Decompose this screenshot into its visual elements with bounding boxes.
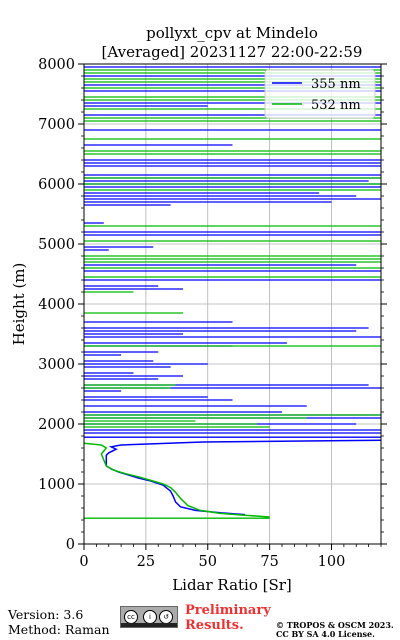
x-tick-label: 25 (137, 554, 155, 570)
x-tick-label: 0 (79, 554, 88, 570)
y-tick-label: 2000 (38, 417, 75, 433)
lidar-ratio-chart: 0 25 50 75 100010002000300040005000600070008… (10, 24, 387, 594)
version-text: Version: 3.6 (8, 607, 84, 622)
legend: 355 nm 532 nm (264, 69, 376, 119)
y-axis-label: Height (m) (10, 263, 28, 346)
y-tick-label: 5000 (38, 237, 75, 253)
x-tick-label: 75 (260, 554, 278, 570)
series-1-profile (84, 442, 270, 518)
y-tick-label: 8000 (38, 57, 75, 73)
x-tick-label: 100 (318, 554, 346, 570)
copyright-line2: CC BY SA 4.0 License. (276, 629, 375, 639)
series-0 (84, 66, 381, 516)
chart-title-line1: pollyxt_cpv at Mindelo (146, 24, 318, 42)
axes: 0 25 50 75 100010002000300040005000600070008… (38, 57, 387, 570)
series-0-profile (105, 439, 381, 516)
plot-area (84, 66, 381, 519)
by-icon: i (143, 610, 157, 624)
x-tick-label: 50 (199, 554, 217, 570)
sa-icon: ↺ (159, 610, 173, 624)
x-axis-label: Lidar Ratio [Sr] (172, 576, 292, 594)
preliminary-text-line2: Results. (185, 618, 244, 633)
y-tick-label: 0 (66, 537, 75, 553)
license-badge: cc i ↺ (120, 606, 178, 628)
chart-title-line2: [Averaged] 20231127 22:00-22:59 (102, 43, 363, 61)
preliminary-text-line1: Preliminary (185, 603, 271, 618)
series-1 (84, 69, 381, 519)
legend-label-532: 532 nm (311, 98, 361, 113)
y-tick-label: 7000 (38, 117, 75, 133)
cc-icon: cc (124, 610, 138, 624)
copyright-line1: © TROPOS & OSCM 2023. (276, 620, 394, 630)
y-tick-label: 1000 (38, 477, 75, 493)
method-text: Method: Raman (8, 622, 110, 637)
legend-label-355: 355 nm (311, 77, 361, 92)
y-tick-label: 3000 (38, 357, 75, 373)
grid-lines (83, 63, 381, 545)
y-tick-label: 6000 (38, 177, 75, 193)
y-tick-label: 4000 (38, 297, 75, 313)
legend-box (264, 69, 376, 119)
license-strip (121, 623, 177, 627)
